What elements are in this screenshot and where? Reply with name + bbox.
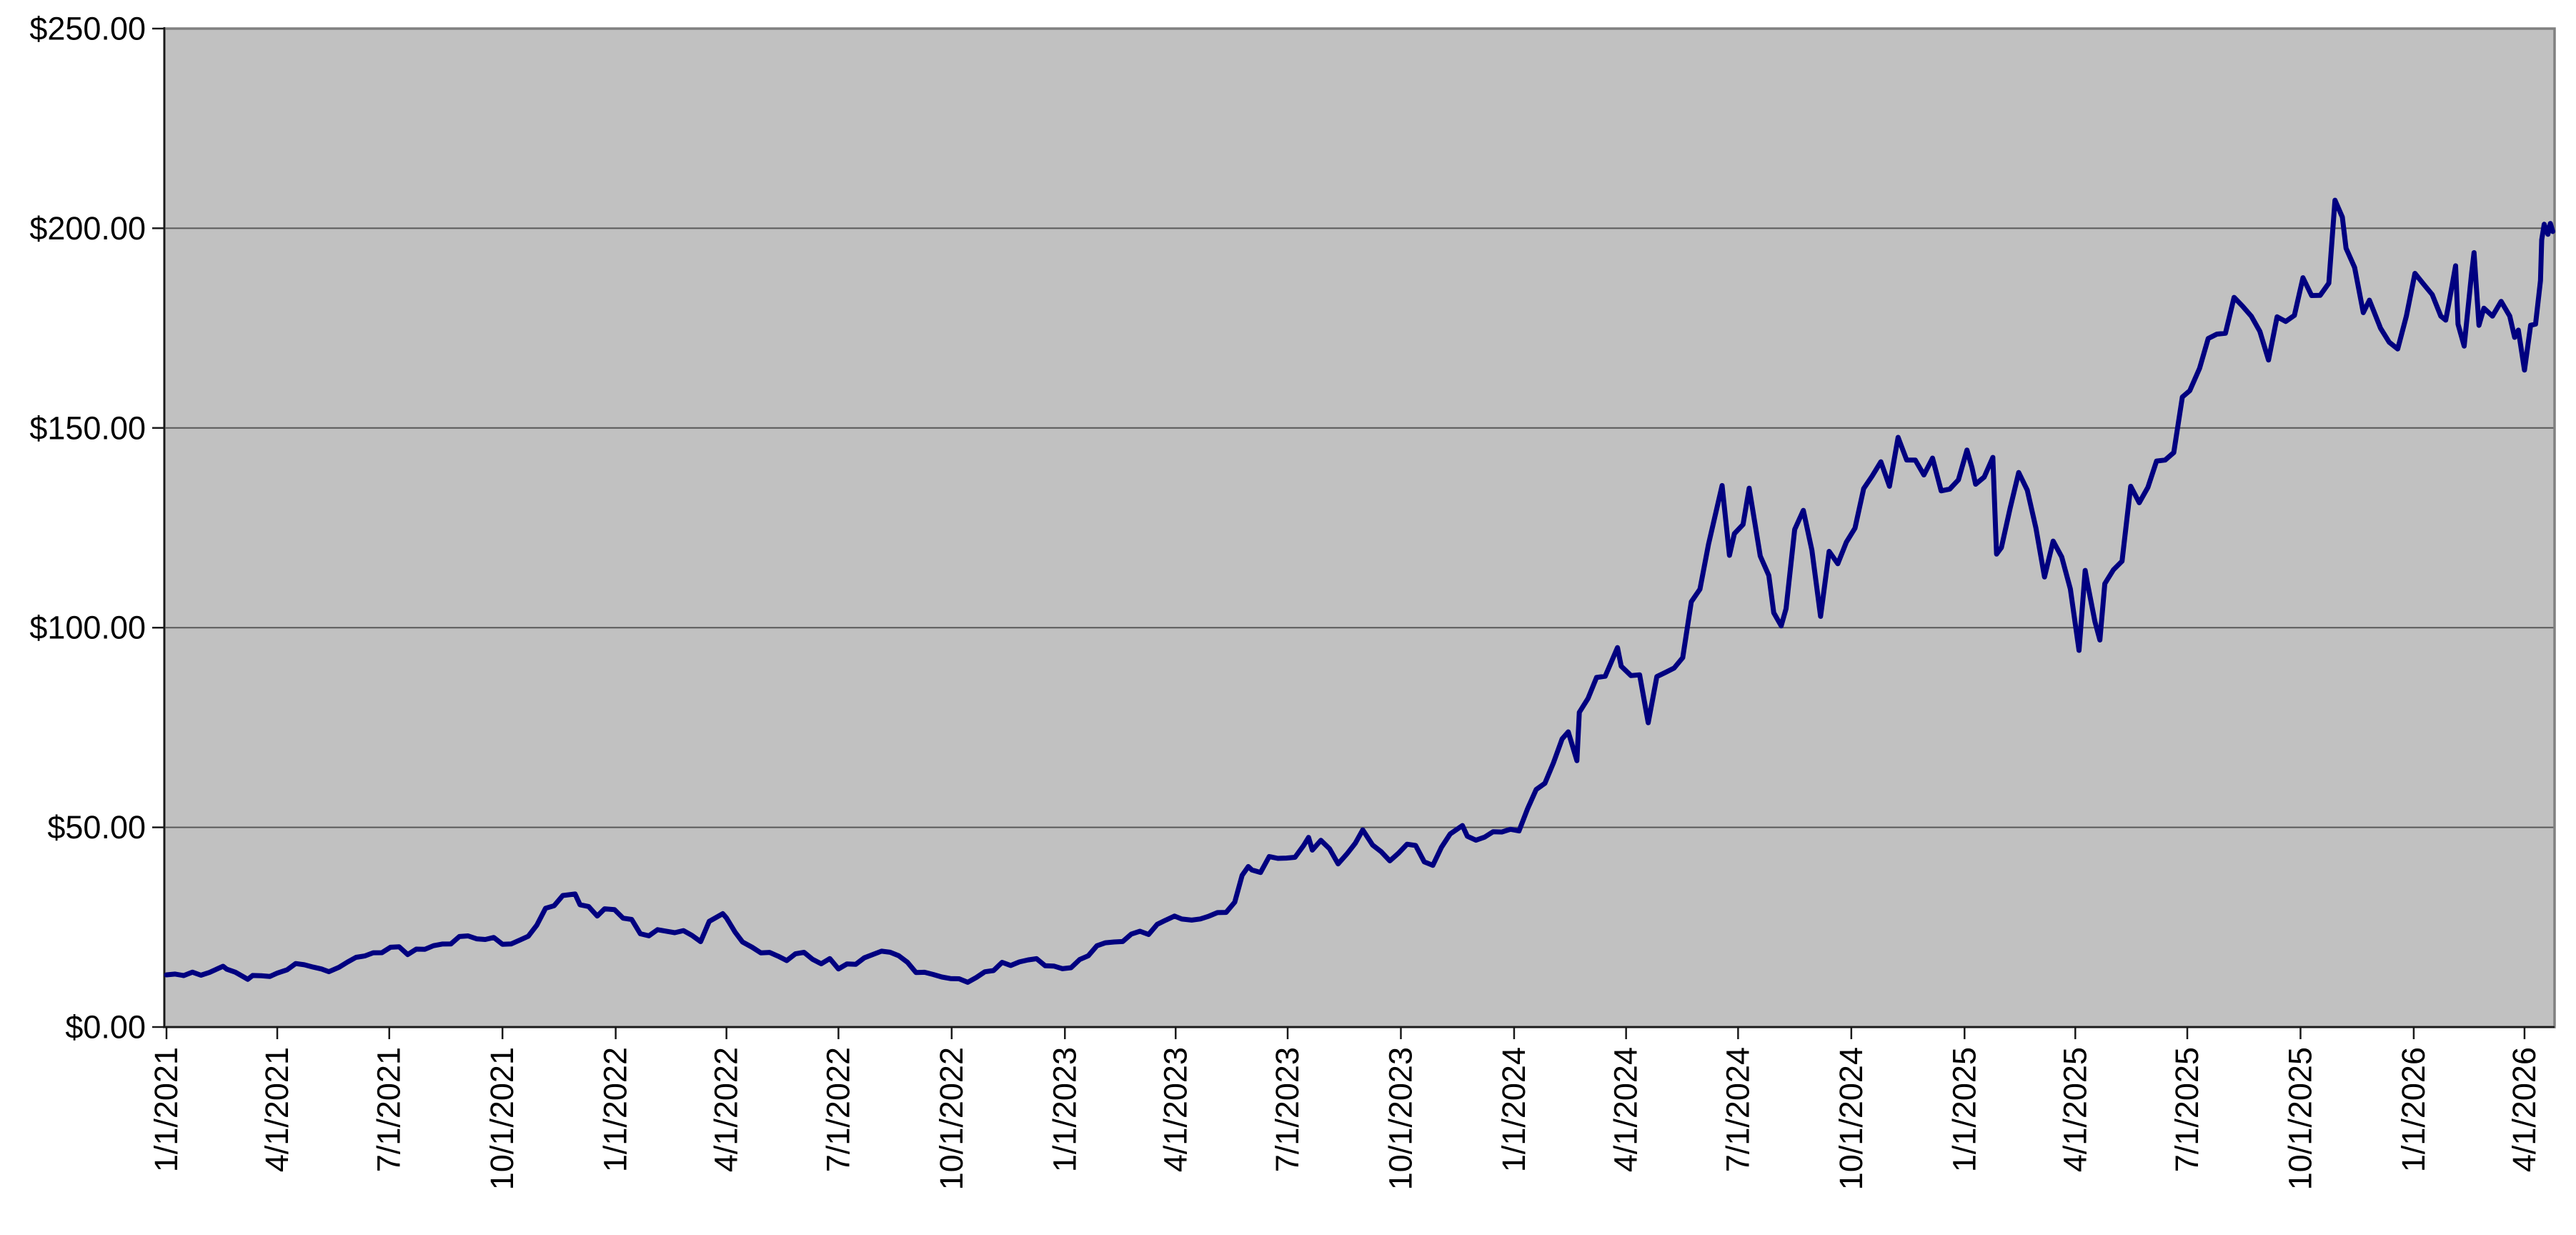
x-axis-label: 4/1/2023 xyxy=(1157,1047,1193,1172)
y-axis-label: $0.00 xyxy=(65,1009,146,1046)
x-axis-label: 7/1/2025 xyxy=(2169,1047,2205,1172)
x-axis-label: 1/1/2026 xyxy=(2395,1047,2432,1172)
price-line-series xyxy=(164,197,2555,985)
x-axis-label: 4/1/2024 xyxy=(1608,1047,1644,1172)
x-axis-label: 1/1/2022 xyxy=(597,1047,634,1172)
x-axis-label: 7/1/2021 xyxy=(371,1047,407,1172)
y-axis-label: $250.00 xyxy=(29,11,146,47)
x-axis-label: 4/1/2026 xyxy=(2506,1047,2542,1172)
x-axis-label: 10/1/2021 xyxy=(484,1047,520,1190)
y-axis-label: $50.00 xyxy=(47,809,146,845)
x-axis-label: 4/1/2021 xyxy=(259,1047,295,1172)
plot-area xyxy=(164,29,2555,1027)
x-axis-label: 7/1/2024 xyxy=(1719,1047,1756,1172)
x-axis-label: 1/1/2023 xyxy=(1046,1047,1083,1172)
x-axis-label: 1/1/2024 xyxy=(1496,1047,1532,1172)
x-axis-label: 10/1/2025 xyxy=(2282,1047,2318,1190)
x-axis-label: 10/1/2023 xyxy=(1382,1047,1418,1190)
x-axis-label: 10/1/2024 xyxy=(1833,1047,1869,1190)
x-axis-label: 4/1/2025 xyxy=(2057,1047,2093,1172)
x-axis-label: 1/1/2025 xyxy=(1946,1047,1982,1172)
y-axis-label: $100.00 xyxy=(29,610,146,646)
x-axis-label: 7/1/2022 xyxy=(820,1047,856,1172)
x-axis-label: 10/1/2022 xyxy=(933,1047,970,1190)
x-axis-label: 7/1/2023 xyxy=(1269,1047,1306,1172)
x-axis-label: 4/1/2022 xyxy=(708,1047,745,1172)
x-axis-label: 1/1/2021 xyxy=(148,1047,184,1172)
y-axis-label: $150.00 xyxy=(29,410,146,446)
y-axis-label: $200.00 xyxy=(29,210,146,247)
